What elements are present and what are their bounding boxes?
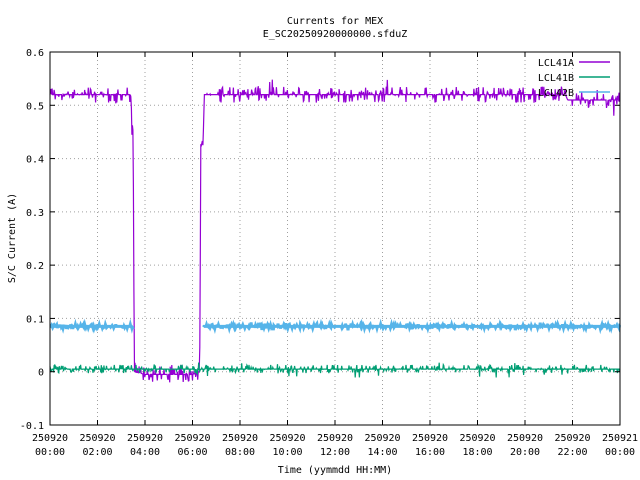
chart-subtitle: E_SC20250920000000.sfduZ	[263, 29, 408, 40]
y-tick-label: -0.1	[20, 421, 44, 432]
x-tick-time-label: 14:00	[367, 447, 397, 458]
x-tick-time-label: 12:00	[320, 447, 350, 458]
x-tick-time-label: 10:00	[272, 447, 302, 458]
y-axis-label: S/C Current (A)	[7, 193, 18, 283]
series-group	[49, 79, 622, 383]
series-line-lcl41b	[49, 362, 621, 378]
chart-title-group: Currents for MEX E_SC20250920000000.sfdu…	[263, 16, 408, 40]
x-tick-date-label: 250920	[222, 433, 258, 444]
grid-lines	[50, 52, 620, 425]
x-tick-date-label: 250920	[174, 433, 210, 444]
x-tick-time-label: 00:00	[35, 447, 65, 458]
x-tick-time-label: 08:00	[225, 447, 255, 458]
x-tick-time-label: 16:00	[415, 447, 445, 458]
x-tick-date-label: 250920	[364, 433, 400, 444]
y-tick-label: 0.4	[26, 155, 44, 166]
legend: LCL41A LCL41B LCL42B	[538, 58, 610, 99]
x-axis-label: Time (yymmdd HH:MM)	[278, 465, 392, 476]
y-tick-labels: -0.1 0 0.1 0.2 0.3 0.4 0.5 0.6	[20, 48, 44, 432]
x-tick-labels: 250920 00:00 250920 02:00 250920 04:00 250920 0…	[32, 433, 638, 458]
x-tick-time-label: 04:00	[130, 447, 160, 458]
x-tick-time-label: 06:00	[177, 447, 207, 458]
x-tick-date-label: 250920	[507, 433, 543, 444]
x-tick-date-label: 250920	[32, 433, 68, 444]
y-tick-label: 0.2	[26, 261, 44, 272]
x-tick-date-label: 250920	[554, 433, 590, 444]
x-tick-date-label: 250920	[459, 433, 495, 444]
x-tick-time-label: 02:00	[82, 447, 112, 458]
series-line-lcl42b	[49, 318, 622, 335]
x-tick-time-label: 18:00	[462, 447, 492, 458]
legend-label: LCL41B	[538, 73, 574, 84]
y-tick-label: 0.3	[26, 208, 44, 219]
x-tick-date-label: 250920	[412, 433, 448, 444]
x-tick-date-label: 250920	[127, 433, 163, 444]
y-tick-label: 0.5	[26, 101, 44, 112]
x-tick-date-label: 250921	[602, 433, 638, 444]
y-tick-label: 0	[38, 368, 44, 379]
x-tick-time-label: 20:00	[510, 447, 540, 458]
x-tick-time-label: 00:00	[605, 447, 635, 458]
x-tick-date-label: 250920	[317, 433, 353, 444]
y-tick-label: 0.6	[26, 48, 44, 59]
chart-title: Currents for MEX	[287, 16, 383, 27]
x-tick-date-label: 250920	[79, 433, 115, 444]
series-line-lcl41a	[49, 79, 621, 383]
tick-marks	[49, 51, 621, 426]
x-tick-time-label: 22:00	[557, 447, 587, 458]
legend-label: LCL41A	[538, 58, 574, 69]
x-tick-date-label: 250920	[269, 433, 305, 444]
legend-label: LCL42B	[538, 88, 574, 99]
y-tick-label: 0.1	[26, 314, 44, 325]
